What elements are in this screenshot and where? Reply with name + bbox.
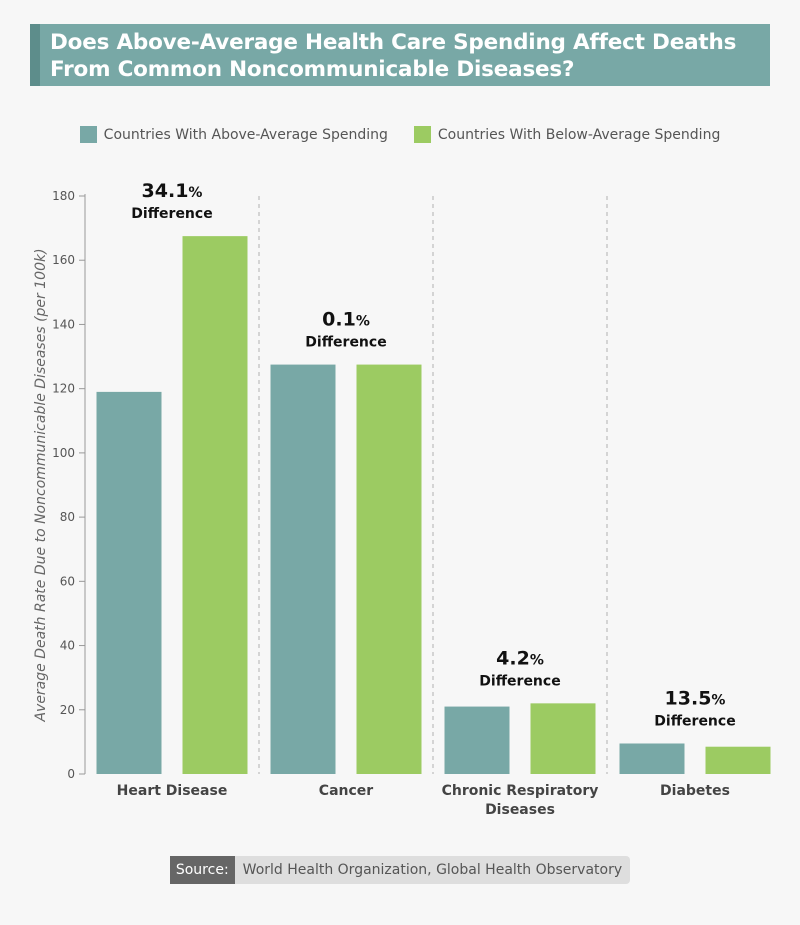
bar xyxy=(270,364,336,774)
legend-swatch-above xyxy=(79,126,97,143)
difference-value: 34.1% xyxy=(142,180,203,202)
legend-label-above: Countries With Above-Average Spending xyxy=(103,126,388,143)
difference-value: 13.5% xyxy=(665,687,726,709)
legend-swatch-below xyxy=(413,126,431,143)
y-tick-label: 20 xyxy=(60,703,75,717)
y-tick-label: 120 xyxy=(52,382,75,396)
difference-label: Difference xyxy=(305,335,386,351)
y-tick-label: 60 xyxy=(60,574,75,588)
bar xyxy=(444,706,510,774)
bar-chart: 0 20 40 60 80 100 120 140 160 180 Average Death Ra… xyxy=(33,180,771,818)
difference-value: 4.2% xyxy=(496,647,544,669)
y-tick-label: 140 xyxy=(52,317,75,331)
legend: Countries With Above-Average Spending Co… xyxy=(0,126,800,143)
bar xyxy=(96,391,162,774)
x-category-label: Heart Disease xyxy=(117,783,228,799)
bar xyxy=(705,746,771,774)
source-label: Source: xyxy=(169,856,235,884)
bar xyxy=(356,364,422,774)
bar xyxy=(619,743,685,774)
bar xyxy=(182,236,248,774)
difference-label: Difference xyxy=(654,713,735,729)
x-category-label: Diabetes xyxy=(660,783,730,799)
difference-label: Difference xyxy=(479,673,560,689)
legend-item-below: Countries With Below-Average Spending xyxy=(413,126,721,143)
difference-value: 0.1% xyxy=(322,309,370,331)
source-text: World Health Organization, Global Health… xyxy=(234,856,631,884)
title-banner: Does Above-Average Health Care Spending … xyxy=(30,24,770,86)
y-tick-label: 0 xyxy=(67,767,75,781)
difference-label: Difference xyxy=(131,206,212,222)
y-tick-label: 40 xyxy=(60,639,75,653)
chart-title: Does Above-Average Health Care Spending … xyxy=(50,30,737,82)
y-tick-label: 180 xyxy=(52,189,75,203)
y-tick-label: 80 xyxy=(60,510,75,524)
x-category-label: Chronic Respiratory Diseases xyxy=(442,783,599,818)
y-tick-label: 160 xyxy=(52,253,75,267)
legend-label-below: Countries With Below-Average Spending xyxy=(437,126,721,143)
y-axis-label: Average Death Rate Due to Noncommunicabl… xyxy=(33,248,49,722)
source-line: Source: World Health Organization, Globa… xyxy=(0,856,800,884)
bar xyxy=(530,703,596,774)
y-tick-label: 100 xyxy=(52,446,75,460)
legend-item-above: Countries With Above-Average Spending xyxy=(79,126,388,143)
x-category-label: Cancer xyxy=(319,783,373,799)
